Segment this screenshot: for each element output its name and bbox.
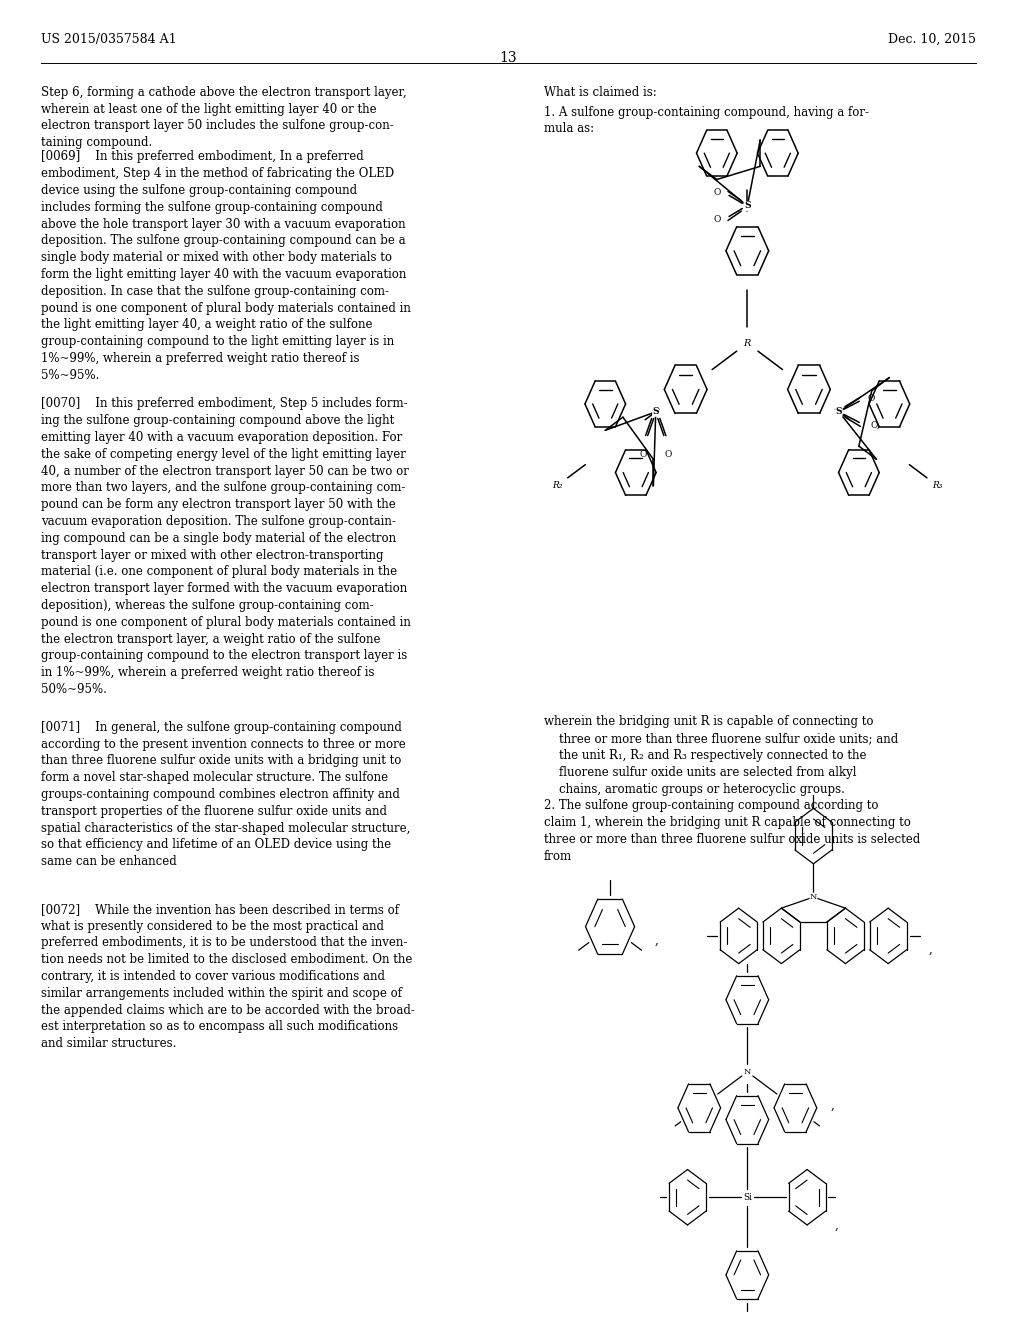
Text: ,: , — [655, 935, 659, 946]
Text: [0069]    In this preferred embodiment, In a preferred
embodiment, Step 4 in the: [0069] In this preferred embodiment, In … — [41, 150, 411, 381]
Text: ,: , — [929, 944, 933, 956]
Text: ,: , — [830, 1098, 835, 1111]
Text: O,: O, — [870, 421, 881, 429]
Text: [0071]    In general, the sulfone group-containing compound
according to the pre: [0071] In general, the sulfone group-con… — [41, 721, 410, 869]
Text: Dec. 10, 2015: Dec. 10, 2015 — [888, 33, 976, 46]
Text: O: O — [867, 395, 876, 403]
Text: O: O — [713, 189, 721, 197]
Text: R₂: R₂ — [552, 482, 562, 490]
Text: [0070]    In this preferred embodiment, Step 5 includes form-
ing the sulfone gr: [0070] In this preferred embodiment, Ste… — [41, 397, 411, 696]
Text: N: N — [810, 894, 817, 902]
Text: S: S — [744, 202, 751, 210]
Text: Si: Si — [742, 1193, 752, 1201]
Text: US 2015/0357584 A1: US 2015/0357584 A1 — [41, 33, 176, 46]
Text: O: O — [665, 450, 672, 458]
Text: wherein the bridging unit R is capable of connecting to
    three or more than t: wherein the bridging unit R is capable o… — [544, 715, 921, 863]
Text: R₃: R₃ — [932, 482, 943, 490]
Text: S: S — [836, 408, 842, 416]
Text: S: S — [652, 408, 659, 416]
Text: O: O — [640, 450, 647, 458]
Text: 1. A sulfone group-containing compound, having a for-
mula as:: 1. A sulfone group-containing compound, … — [544, 106, 869, 136]
Text: N: N — [743, 1068, 751, 1076]
Text: R: R — [743, 339, 751, 347]
Text: 13: 13 — [500, 51, 517, 66]
Text: What is claimed is:: What is claimed is: — [544, 86, 656, 99]
Text: Step 6, forming a cathode above the electron transport layer,
wherein at least o: Step 6, forming a cathode above the elec… — [41, 86, 407, 149]
Text: O: O — [713, 215, 721, 223]
Text: ,: , — [835, 1218, 839, 1232]
Text: [0072]    While the invention has been described in terms of
what is presently c: [0072] While the invention has been desc… — [41, 903, 415, 1051]
